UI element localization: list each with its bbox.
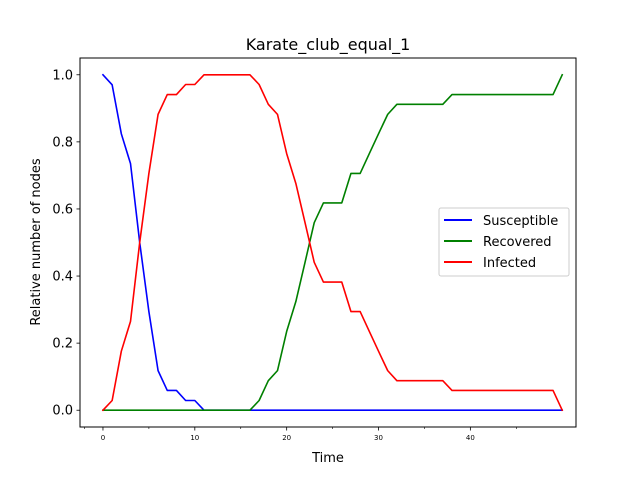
axes-frame bbox=[79, 57, 577, 428]
y-tick-label: 0.8 bbox=[52, 135, 73, 150]
y-axis-label: Relative number of nodes bbox=[29, 158, 44, 326]
x-tick-label: 10 bbox=[190, 434, 199, 442]
legend-box bbox=[438, 207, 570, 277]
series-line-recovered bbox=[102, 73, 564, 412]
y-tick-label: 0.6 bbox=[52, 202, 73, 217]
x-axis-label: Time bbox=[311, 451, 344, 466]
x-tick-label: 0 bbox=[101, 434, 105, 442]
series-line-infected bbox=[101, 73, 564, 412]
y-tick-label: 1.0 bbox=[52, 68, 73, 83]
y-axis: 0.0 0.2 0.4 0.6 0.8 1.0 bbox=[52, 68, 80, 419]
plot-area bbox=[101, 73, 564, 412]
x-tick-label: 40 bbox=[466, 434, 475, 442]
legend-label-infected: Infected bbox=[483, 256, 536, 271]
x-axis: 0 10 20 30 40 bbox=[84, 427, 517, 442]
y-tick-label: 0.0 bbox=[52, 404, 73, 419]
y-tick-label: 0.4 bbox=[52, 270, 73, 285]
y-tick-label: 0.2 bbox=[52, 337, 73, 352]
series-line-susceptible bbox=[101, 73, 564, 412]
legend: Susceptible Recovered Infected bbox=[438, 207, 570, 277]
legend-label-recovered: Recovered bbox=[483, 235, 552, 250]
x-tick-label: 30 bbox=[374, 434, 383, 442]
chart-title: Karate_club_equal_1 bbox=[246, 35, 411, 55]
legend-label-susceptible: Susceptible bbox=[483, 214, 558, 229]
x-tick-label: 20 bbox=[282, 434, 291, 442]
